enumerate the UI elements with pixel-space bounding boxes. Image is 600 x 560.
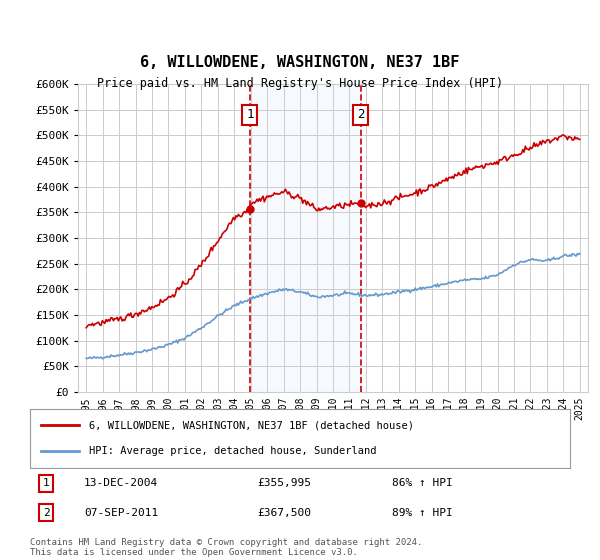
- Text: 2: 2: [357, 108, 364, 122]
- Text: 07-SEP-2011: 07-SEP-2011: [84, 508, 158, 518]
- Text: Price paid vs. HM Land Registry's House Price Index (HPI): Price paid vs. HM Land Registry's House …: [97, 77, 503, 90]
- Text: HPI: Average price, detached house, Sunderland: HPI: Average price, detached house, Sund…: [89, 446, 377, 456]
- Text: 86% ↑ HPI: 86% ↑ HPI: [392, 478, 452, 488]
- Text: 89% ↑ HPI: 89% ↑ HPI: [392, 508, 452, 518]
- Text: 13-DEC-2004: 13-DEC-2004: [84, 478, 158, 488]
- Text: 2: 2: [43, 508, 50, 518]
- Text: Contains HM Land Registry data © Crown copyright and database right 2024.
This d: Contains HM Land Registry data © Crown c…: [30, 538, 422, 557]
- Text: 6, WILLOWDENE, WASHINGTON, NE37 1BF: 6, WILLOWDENE, WASHINGTON, NE37 1BF: [140, 55, 460, 70]
- Text: 6, WILLOWDENE, WASHINGTON, NE37 1BF (detached house): 6, WILLOWDENE, WASHINGTON, NE37 1BF (det…: [89, 420, 415, 430]
- Bar: [250, 84, 361, 392]
- Text: £355,995: £355,995: [257, 478, 311, 488]
- Text: £367,500: £367,500: [257, 508, 311, 518]
- Text: 1: 1: [43, 478, 50, 488]
- Text: 1: 1: [246, 108, 254, 122]
